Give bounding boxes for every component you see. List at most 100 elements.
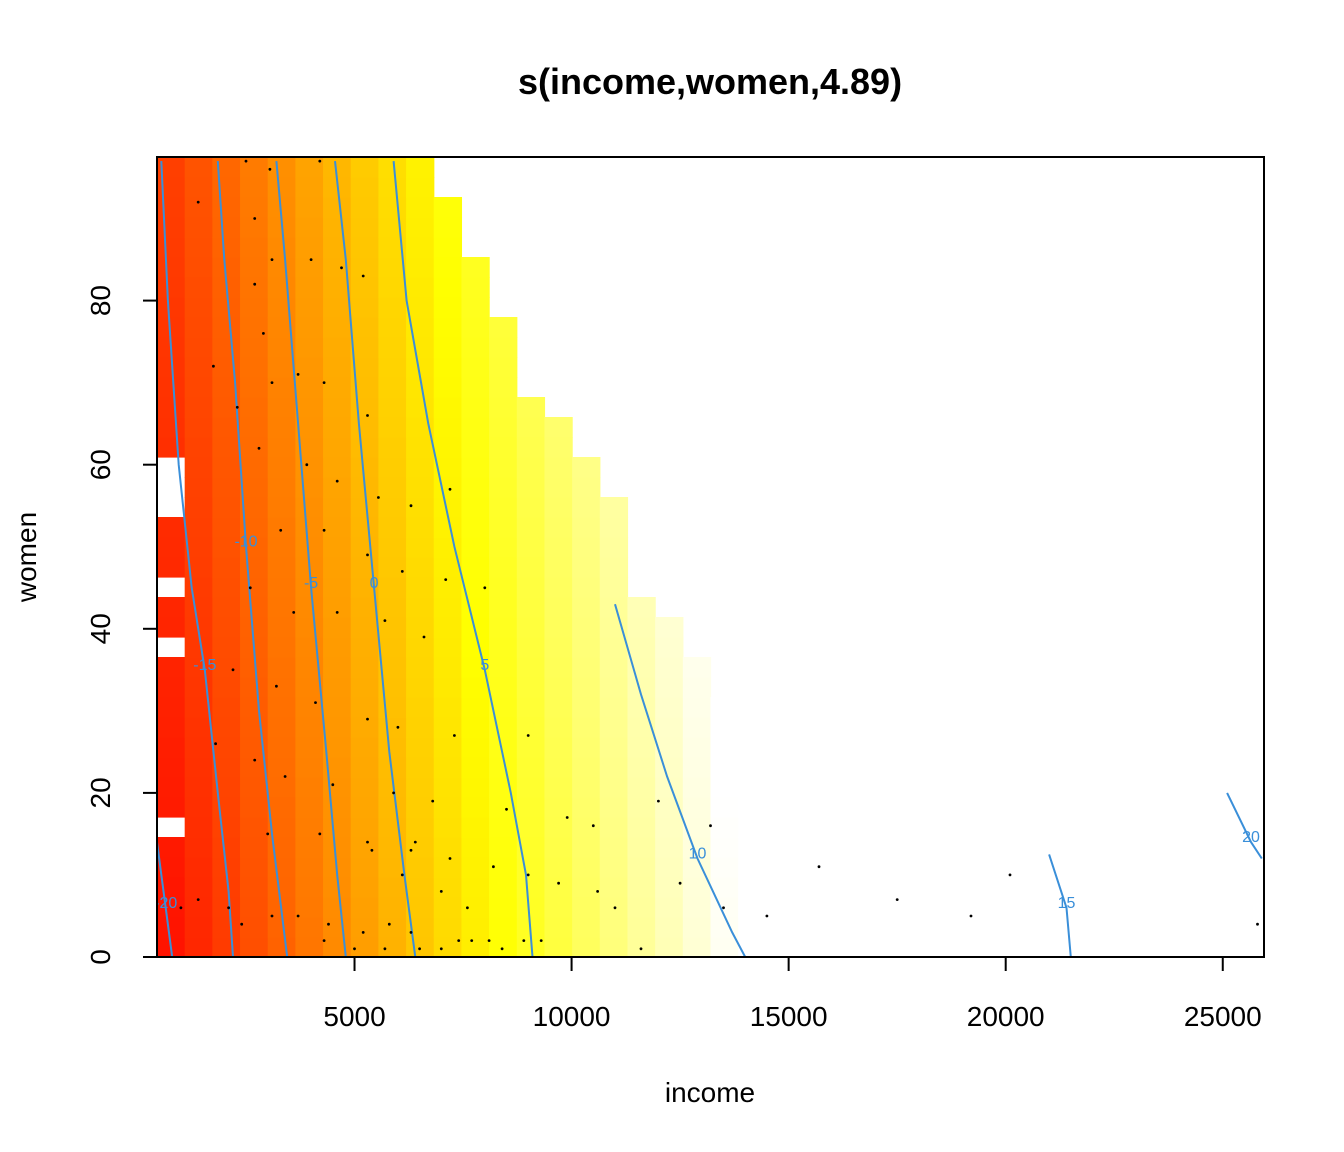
heat-cell	[378, 217, 407, 238]
data-point	[305, 463, 309, 467]
heat-cell	[212, 717, 241, 738]
heat-cell	[350, 357, 380, 378]
heat-cell	[240, 497, 269, 518]
heat-cell	[157, 917, 186, 938]
heat-cell	[682, 817, 712, 838]
heat-cell	[323, 377, 352, 398]
heat-cell	[1125, 817, 1154, 838]
heat-cell	[710, 737, 739, 758]
heat-cell	[821, 857, 850, 878]
heat-cell	[1180, 937, 1210, 957]
heat-cell	[157, 157, 186, 178]
heat-cell	[323, 717, 352, 738]
heat-cell	[406, 857, 435, 878]
heat-cell	[323, 737, 352, 758]
data-point	[275, 684, 278, 688]
heat-cell	[572, 677, 601, 698]
data-point	[253, 282, 257, 286]
heat-cell	[489, 577, 518, 598]
heat-cell	[323, 397, 352, 418]
heat-cell	[1125, 917, 1154, 938]
heat-cell	[378, 397, 407, 418]
heat-cell	[544, 597, 573, 618]
contour-line	[614, 603, 747, 957]
heat-cell	[489, 457, 518, 478]
heat-cell	[212, 837, 241, 858]
heat-cell	[572, 757, 601, 778]
heat-cell	[267, 437, 296, 458]
heat-cell	[323, 637, 352, 658]
heat-cell	[1208, 917, 1237, 938]
heat-cell	[323, 757, 352, 778]
y-tick-label: 80	[85, 285, 116, 316]
heat-cell	[461, 257, 490, 278]
heat-cell	[489, 477, 518, 498]
heat-cell	[157, 617, 186, 638]
heat-cell	[710, 797, 739, 818]
heat-cell	[461, 377, 490, 398]
heat-cell	[1236, 857, 1264, 878]
data-point	[331, 783, 335, 787]
heat-cell	[212, 737, 241, 758]
heat-cell	[350, 217, 380, 238]
heat-cell	[433, 197, 463, 218]
heat-cell	[1125, 837, 1154, 858]
heat-cell	[406, 197, 435, 218]
heat-cell	[240, 457, 269, 478]
heat-cell	[433, 497, 463, 518]
heat-cell	[544, 777, 573, 798]
heat-cell	[433, 937, 463, 957]
heat-cell	[959, 837, 988, 858]
data-point	[1008, 873, 1012, 877]
heat-cell	[544, 417, 573, 438]
heat-cell	[212, 897, 241, 918]
heat-cell	[599, 537, 629, 558]
data-point	[196, 200, 200, 204]
heat-cell	[184, 217, 213, 238]
heat-cell	[157, 257, 186, 278]
heat-cell	[267, 297, 296, 318]
heat-cell	[572, 537, 601, 558]
heat-cell	[323, 417, 352, 438]
heat-cell	[212, 877, 241, 898]
heat-cell	[627, 637, 656, 658]
heat-cell	[682, 917, 712, 938]
heat-cell	[378, 797, 407, 818]
heat-cell	[157, 557, 186, 578]
heat-cell	[350, 397, 380, 418]
heat-cell	[212, 937, 241, 957]
heat-cell	[516, 837, 546, 858]
heat-cell	[1180, 897, 1210, 918]
heat-cell	[904, 917, 933, 938]
heat-cell	[710, 877, 739, 898]
data-point	[296, 914, 300, 918]
data-point	[366, 840, 369, 844]
heat-cell	[489, 697, 518, 718]
heat-cell	[516, 637, 546, 658]
data-point	[565, 816, 569, 819]
heat-cell	[184, 417, 213, 438]
data-point	[322, 939, 326, 942]
heat-cell	[793, 817, 822, 838]
heat-cell	[876, 937, 905, 957]
heat-cell	[378, 157, 407, 178]
heat-cell	[516, 757, 546, 778]
heat-cell	[516, 877, 546, 898]
data-point	[613, 906, 617, 910]
heat-cell	[682, 777, 712, 798]
heat-cell	[184, 597, 213, 618]
heat-cell	[323, 197, 352, 218]
data-point	[266, 832, 270, 836]
heat-cell	[544, 937, 573, 957]
heat-cell	[710, 697, 739, 718]
heat-cell	[572, 477, 601, 498]
heat-cell	[240, 177, 269, 198]
heat-cell	[738, 877, 767, 898]
heat-cell	[433, 917, 463, 938]
heat-cell	[157, 417, 186, 438]
heat-cell	[544, 557, 573, 578]
heat-cell	[240, 377, 269, 398]
heat-cell	[765, 857, 795, 878]
heat-cell	[184, 757, 213, 778]
heat-cell	[350, 517, 380, 538]
